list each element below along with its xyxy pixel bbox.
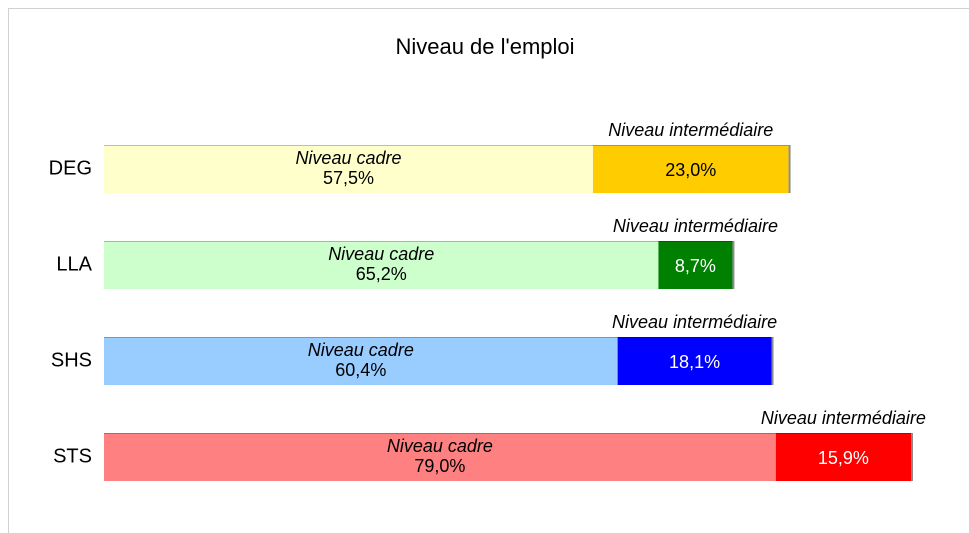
series-name-label: Niveau intermédiaire <box>612 312 777 332</box>
series-name-label: Niveau cadre <box>308 340 414 360</box>
bar-segment <box>592 145 789 193</box>
bar-segment <box>104 241 659 289</box>
series-name-label: Niveau intermédiaire <box>761 408 926 428</box>
category-label: SHS <box>51 349 92 371</box>
value-label: 60,4% <box>335 360 386 380</box>
bar-segment <box>617 337 772 385</box>
category-label: STS <box>53 445 92 467</box>
chart-title: Niveau de l'emploi <box>395 34 574 59</box>
bar-segment <box>104 337 618 385</box>
value-label: 23,0% <box>665 160 716 180</box>
series-name-label: Niveau cadre <box>387 436 493 456</box>
value-label: 79,0% <box>414 456 465 476</box>
frame <box>8 8 969 533</box>
category-label: DEG <box>49 157 92 179</box>
series-name-label: Niveau intermédiaire <box>608 120 773 140</box>
bar-segment <box>658 241 733 289</box>
bar-segment <box>104 145 593 193</box>
value-label: 8,7% <box>675 256 716 276</box>
category-label: LLA <box>56 253 92 275</box>
bar-segment <box>775 433 911 481</box>
series-name-label: Niveau cadre <box>295 148 401 168</box>
value-label: 57,5% <box>323 168 374 188</box>
value-label: 65,2% <box>356 264 407 284</box>
series-name-label: Niveau cadre <box>328 244 434 264</box>
value-label: 18,1% <box>669 352 720 372</box>
value-label: 15,9% <box>818 448 869 468</box>
series-name-label: Niveau intermédiaire <box>613 216 778 236</box>
bar-segment <box>104 433 776 481</box>
